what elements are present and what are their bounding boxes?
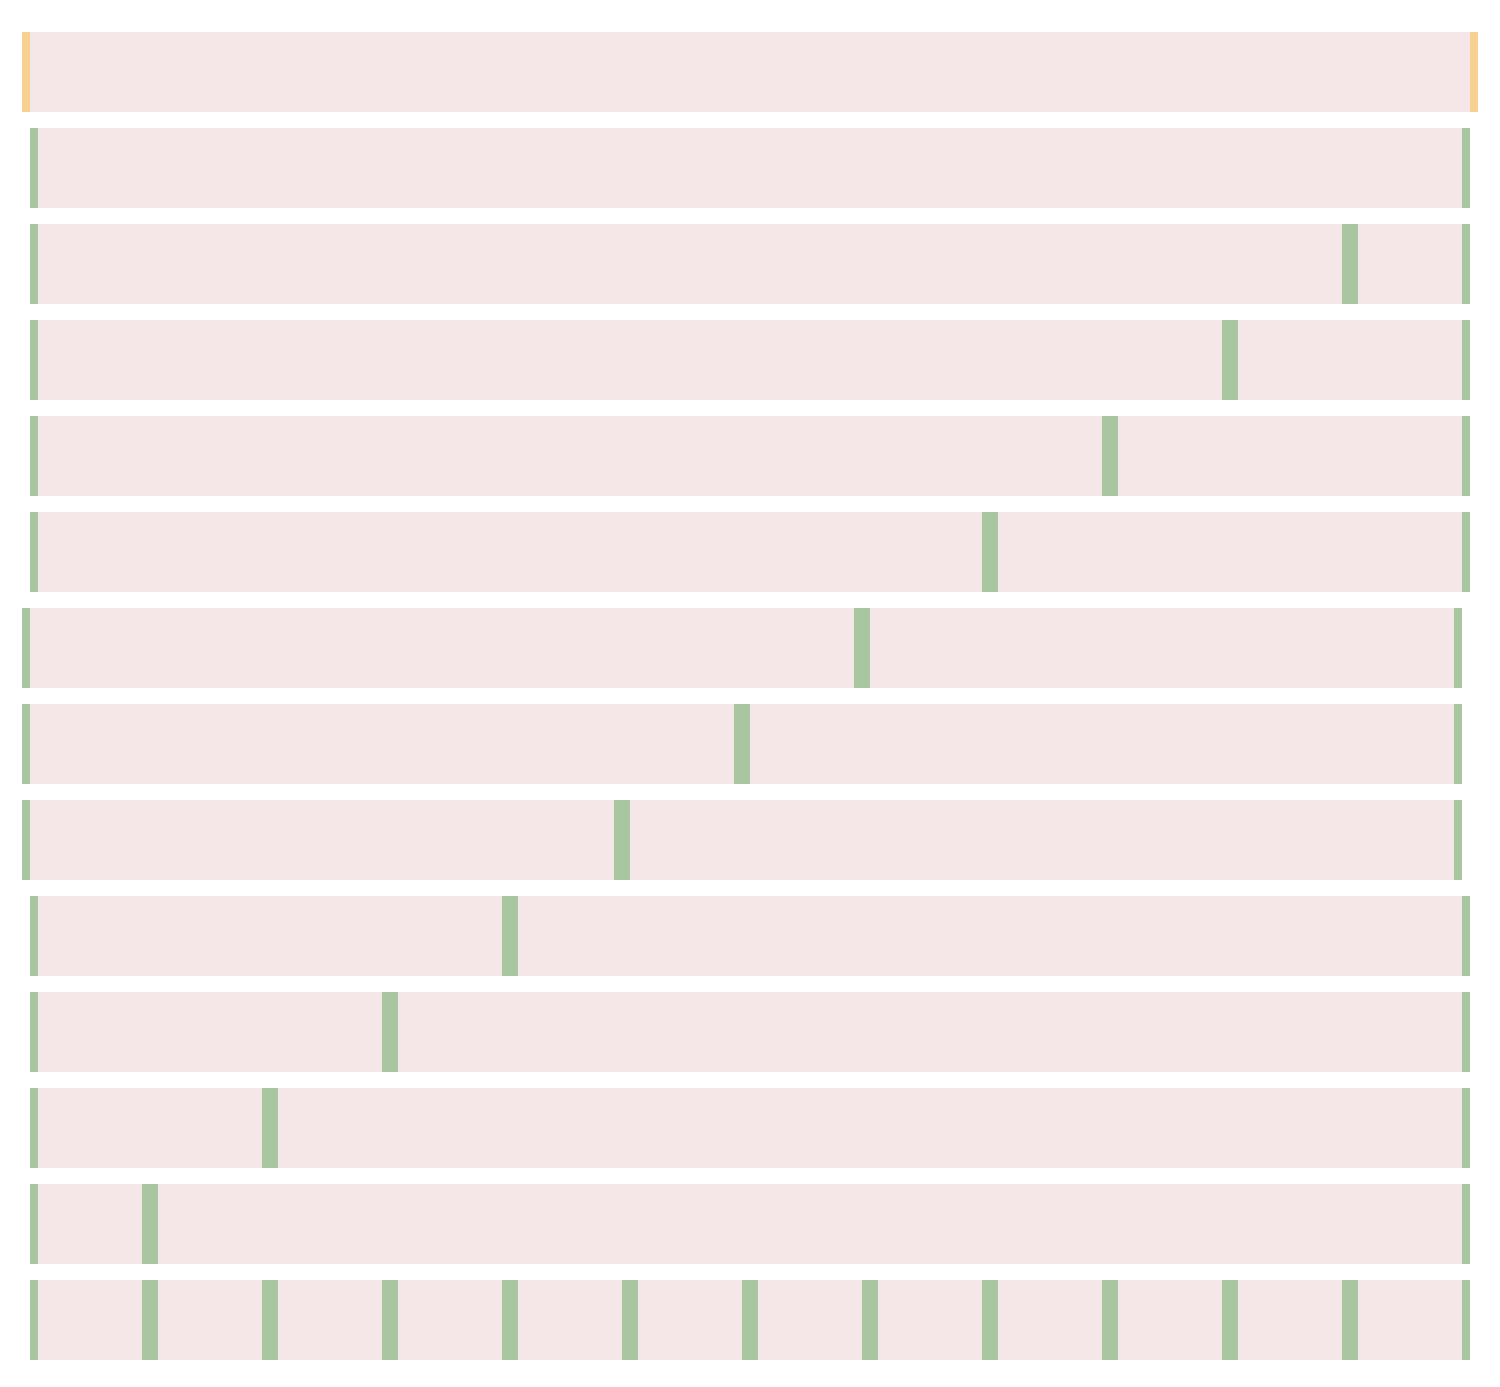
- left-edge-marker: [22, 704, 30, 784]
- bar-row-10: [30, 896, 1470, 976]
- left-edge-marker: [30, 416, 38, 496]
- segment-divider-7: [862, 1280, 878, 1360]
- left-edge-marker: [30, 1280, 38, 1360]
- segment-divider-6: [742, 1280, 758, 1360]
- left-edge-marker: [30, 992, 38, 1072]
- right-edge-marker: [1462, 416, 1470, 496]
- bar-row-14: [30, 1280, 1470, 1360]
- segment-divider-6: [734, 704, 750, 784]
- segment-divider-1: [142, 1184, 158, 1264]
- left-edge-marker: [22, 608, 30, 688]
- bar-row-12: [30, 1088, 1470, 1168]
- left-edge-marker: [22, 800, 30, 880]
- right-edge-marker: [1462, 1280, 1470, 1360]
- segment-divider-9: [1102, 1280, 1118, 1360]
- segment-divider-5: [614, 800, 630, 880]
- segment-divider-1: [142, 1280, 158, 1360]
- bar-row-9: [22, 800, 1462, 880]
- segment-divider-10: [1222, 320, 1238, 400]
- segment-divider-11: [1342, 224, 1358, 304]
- segment-divider-8: [982, 1280, 998, 1360]
- right-edge-marker: [1462, 512, 1470, 592]
- right-edge-marker: [1470, 32, 1478, 112]
- right-edge-marker: [1462, 1088, 1470, 1168]
- right-edge-marker: [1454, 704, 1462, 784]
- bar-row-7: [22, 608, 1462, 688]
- segment-divider-2: [262, 1280, 278, 1360]
- segment-divider-3: [382, 1280, 398, 1360]
- segment-divider-2: [262, 1088, 278, 1168]
- segment-divider-10: [1222, 1280, 1238, 1360]
- left-edge-marker: [30, 320, 38, 400]
- bar-row-1: [22, 32, 1478, 112]
- bar-row-6: [30, 512, 1470, 592]
- right-edge-marker: [1454, 608, 1462, 688]
- bar-row-3: [30, 224, 1470, 304]
- bar-row-5: [30, 416, 1470, 496]
- segment-divider-9: [1102, 416, 1118, 496]
- left-edge-marker: [30, 224, 38, 304]
- left-edge-marker: [30, 1088, 38, 1168]
- left-edge-marker: [30, 128, 38, 208]
- right-edge-marker: [1462, 224, 1470, 304]
- right-edge-marker: [1462, 1184, 1470, 1264]
- left-edge-marker: [30, 896, 38, 976]
- segment-divider-8: [982, 512, 998, 592]
- right-edge-marker: [1462, 320, 1470, 400]
- segment-divider-4: [502, 896, 518, 976]
- bar-row-2: [30, 128, 1470, 208]
- segment-divider-4: [502, 1280, 518, 1360]
- bar-row-8: [22, 704, 1462, 784]
- left-edge-marker: [30, 1184, 38, 1264]
- segment-divider-3: [382, 992, 398, 1072]
- left-edge-marker: [22, 32, 30, 112]
- bar-row-4: [30, 320, 1470, 400]
- segment-divider-7: [854, 608, 870, 688]
- bar-row-13: [30, 1184, 1470, 1264]
- left-edge-marker: [30, 512, 38, 592]
- segment-divider-5: [622, 1280, 638, 1360]
- right-edge-marker: [1454, 800, 1462, 880]
- right-edge-marker: [1462, 896, 1470, 976]
- right-edge-marker: [1462, 992, 1470, 1072]
- segment-divider-11: [1342, 1280, 1358, 1360]
- bar-row-11: [30, 992, 1470, 1072]
- right-edge-marker: [1462, 128, 1470, 208]
